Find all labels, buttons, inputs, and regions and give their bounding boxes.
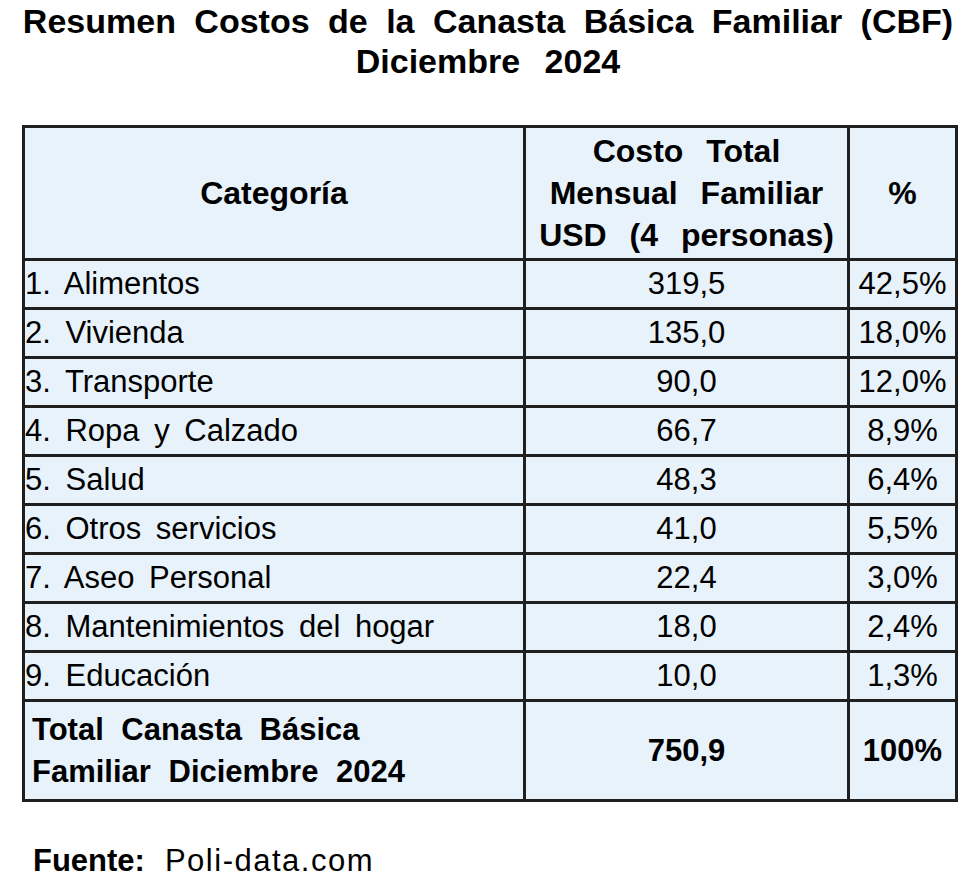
table-header-row: Categoría Costo Total Mensual Familiar U… <box>24 127 957 260</box>
row-cost: 10,0 <box>525 652 849 701</box>
source-value: Poli-data.com <box>165 843 374 878</box>
row-percent: 6,4% <box>849 456 957 505</box>
row-percent: 1,3% <box>849 652 957 701</box>
row-category: 7. Aseo Personal <box>24 554 525 603</box>
cbf-summary-table: Categoría Costo Total Mensual Familiar U… <box>22 125 958 802</box>
table-row: 2. Vivienda 135,0 18,0% <box>24 309 957 358</box>
row-category: 4. Ropa y Calzado <box>24 407 525 456</box>
row-cost: 135,0 <box>525 309 849 358</box>
table-row: 6. Otros servicios 41,0 5,5% <box>24 505 957 554</box>
row-percent: 18,0% <box>849 309 957 358</box>
row-cost: 319,5 <box>525 260 849 309</box>
table-total-row: Total Canasta Básica Familiar Diciembre … <box>24 701 957 801</box>
header-categoria: Categoría <box>24 127 525 260</box>
row-cost: 90,0 <box>525 358 849 407</box>
row-category: 3. Transporte <box>24 358 525 407</box>
row-cost: 66,7 <box>525 407 849 456</box>
page-title: Resumen Costos de la Canasta Básica Fami… <box>0 1 976 81</box>
row-category: 1. Alimentos <box>24 260 525 309</box>
table-row: 4. Ropa y Calzado 66,7 8,9% <box>24 407 957 456</box>
row-category: 6. Otros servicios <box>24 505 525 554</box>
row-category: 8. Mantenimientos del hogar <box>24 603 525 652</box>
row-percent: 5,5% <box>849 505 957 554</box>
table-row: 9. Educación 10,0 1,3% <box>24 652 957 701</box>
row-cost: 41,0 <box>525 505 849 554</box>
table-row: 3. Transporte 90,0 12,0% <box>24 358 957 407</box>
header-costo-total: Costo Total Mensual Familiar USD (4 pers… <box>525 127 849 260</box>
row-percent: 2,4% <box>849 603 957 652</box>
row-category: 9. Educación <box>24 652 525 701</box>
table-row: 5. Salud 48,3 6,4% <box>24 456 957 505</box>
row-category: 2. Vivienda <box>24 309 525 358</box>
total-label: Total Canasta Básica Familiar Diciembre … <box>24 701 525 801</box>
total-cost: 750,9 <box>525 701 849 801</box>
total-percent: 100% <box>849 701 957 801</box>
row-cost: 48,3 <box>525 456 849 505</box>
row-category: 5. Salud <box>24 456 525 505</box>
source-label: Fuente: <box>33 843 145 878</box>
row-percent: 12,0% <box>849 358 957 407</box>
page-title-line2: Diciembre 2024 <box>0 41 976 81</box>
table-row: 7. Aseo Personal 22,4 3,0% <box>24 554 957 603</box>
row-percent: 42,5% <box>849 260 957 309</box>
row-cost: 18,0 <box>525 603 849 652</box>
table-row: 1. Alimentos 319,5 42,5% <box>24 260 957 309</box>
row-cost: 22,4 <box>525 554 849 603</box>
source-note: Fuente: Poli-data.com <box>33 843 374 878</box>
header-percent: % <box>849 127 957 260</box>
row-percent: 8,9% <box>849 407 957 456</box>
table-row: 8. Mantenimientos del hogar 18,0 2,4% <box>24 603 957 652</box>
row-percent: 3,0% <box>849 554 957 603</box>
page-title-line1: Resumen Costos de la Canasta Básica Fami… <box>0 1 976 41</box>
